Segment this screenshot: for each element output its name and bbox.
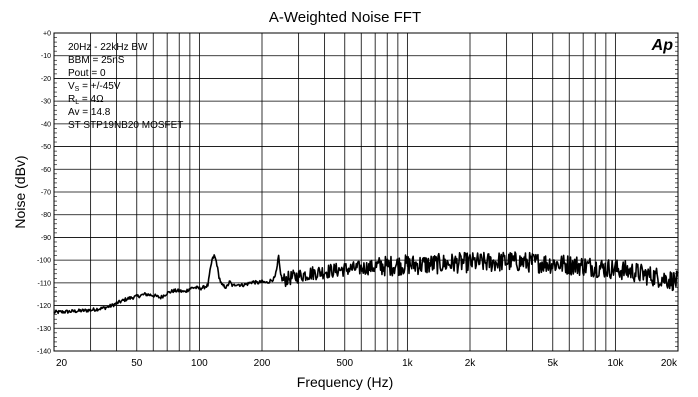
annotation-block: 20Hz - 22kHz BW BBM = 25nS Pout = 0 VS =… — [68, 42, 183, 131]
x-tick-label: 200 — [254, 358, 271, 369]
x-tick-label: 2k — [465, 358, 477, 369]
annotation-rl-sub: L — [75, 99, 79, 106]
annotation-vs-main: V — [68, 81, 75, 92]
y-tick-label: +0 — [43, 31, 51, 38]
x-tick-label: 50 — [131, 358, 143, 369]
x-tick-label: 20k — [661, 358, 678, 369]
y-axis-label: Noise (dBv) — [12, 155, 28, 228]
annotation-bw: 20Hz - 22kHz BW — [68, 42, 148, 53]
x-tick-label: 500 — [336, 358, 353, 369]
y-tick-label: -20 — [41, 76, 51, 83]
x-tick-labels: 20 50 100 200 500 1k 2k 5k 10k 20k — [56, 358, 678, 369]
annotation-rl: RL = 4Ω — [68, 94, 104, 106]
annotation-bbm: BBM = 25nS — [68, 55, 125, 66]
series-group — [53, 251, 679, 315]
y-tick-label: -30 — [41, 99, 51, 106]
annotation-pout: Pout = 0 — [68, 68, 106, 79]
x-axis-label: Frequency (Hz) — [297, 374, 393, 390]
x-tick-label: 1k — [402, 358, 414, 369]
y-tick-labels: +0 -10 -20 -30 -40 -50 -60 -70 -80 -90 -100 -110 -12… — [37, 31, 51, 356]
y-tick-label: -90 — [41, 235, 51, 242]
annotation-rl-rest: = 4Ω — [79, 94, 104, 105]
annotation-vs-rest: = +/-45V — [79, 81, 120, 92]
y-tick-label: -70 — [41, 190, 51, 197]
x-tick-label: 10k — [607, 358, 624, 369]
y-tick-label: -120 — [37, 303, 51, 310]
y-tick-label: -10 — [41, 53, 51, 60]
noise-series-line — [53, 251, 679, 315]
annotation-vs: VS = +/-45V — [68, 81, 121, 93]
annotation-rl-main: R — [68, 94, 75, 105]
annotation-av: Av = 14.8 — [68, 107, 111, 118]
grid — [54, 33, 678, 351]
x-tick-label: 20 — [56, 358, 68, 369]
y-tick-label: -50 — [41, 144, 51, 151]
y-tick-label: -100 — [37, 258, 51, 265]
y-tick-label: -130 — [37, 326, 51, 333]
annotation-device: ST STP19NB20 MOSFET — [68, 120, 183, 131]
ap-logo: Ap — [651, 37, 674, 54]
chart-title: A-Weighted Noise FFT — [269, 9, 421, 26]
annotation-vs-sub: S — [75, 86, 80, 93]
y-tick-label: -40 — [41, 121, 51, 128]
y-tick-label: -60 — [41, 167, 51, 174]
y-tick-label: -140 — [37, 349, 51, 356]
plot-frame — [53, 32, 679, 352]
y-tick-label: -110 — [38, 280, 52, 287]
x-tick-label: 5k — [547, 358, 559, 369]
x-tick-label: 100 — [191, 358, 208, 369]
y-tick-label: -80 — [41, 212, 51, 219]
